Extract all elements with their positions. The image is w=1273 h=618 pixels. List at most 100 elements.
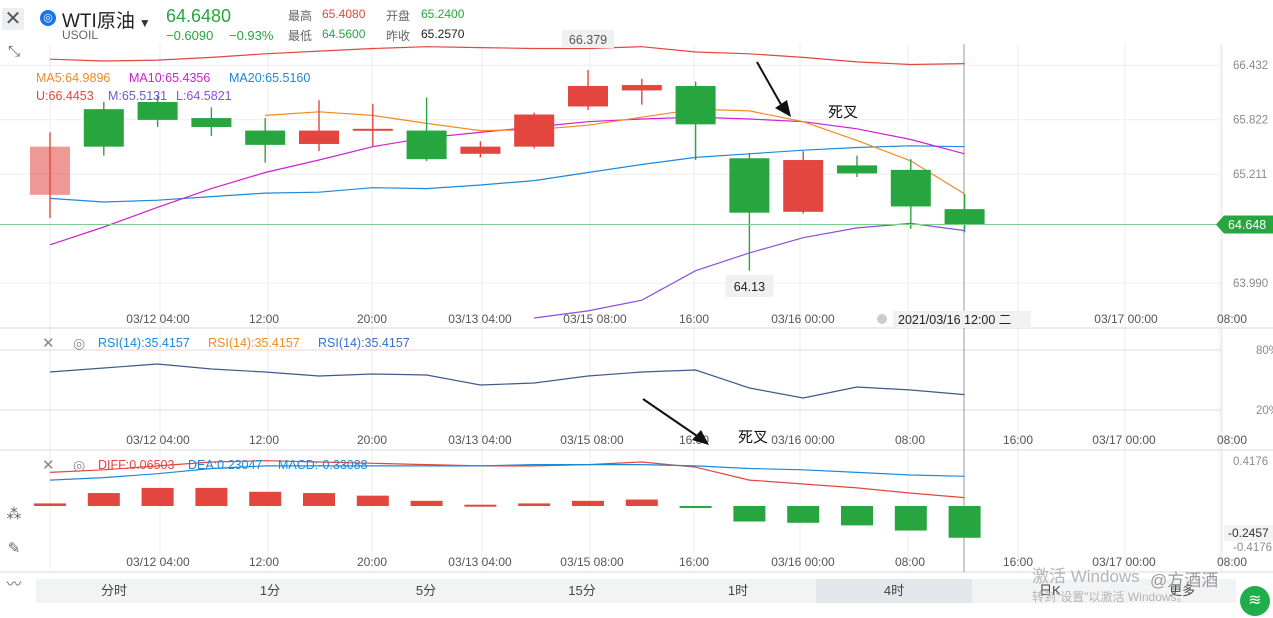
instrument-name-text: WTI原油 — [62, 11, 135, 32]
legend-rsi-1: RSI(14):35.4157 — [208, 336, 300, 350]
macd-bar-10 — [572, 500, 604, 506]
activate-windows-watermark: 激活 Windows — [1032, 567, 1140, 586]
ma10-line — [49, 116, 965, 246]
rsi-settings-icon: ◎ — [73, 335, 85, 351]
x-tick-label-rsi-4: 03/15 08:00 — [560, 433, 624, 447]
x-tick-label-macd-2: 20:00 — [357, 555, 387, 569]
macd-bar-15 — [841, 506, 873, 526]
macd-y-tick-current: -0.2457 — [1228, 526, 1269, 540]
macd-y-tick-top: 0.4176 — [1233, 456, 1268, 468]
rsi-y-tick-20: 20% — [1256, 405, 1273, 417]
legend-boll-lower: L:64.5821 — [176, 89, 232, 103]
panel-borders — [0, 44, 1273, 573]
candle-body-13 — [729, 158, 770, 213]
tab-15min[interactable]: 15分 — [568, 583, 596, 598]
x-tick-label-rsi-0: 03/12 04:00 — [126, 433, 190, 447]
candle-body-5 — [299, 130, 339, 144]
tab-more[interactable]: 更多 — [1168, 583, 1195, 598]
crosshair-date-label: 2021/03/16 12:00 二 — [898, 313, 1011, 327]
legend-boll-upper: U:66.4453 — [36, 89, 94, 103]
candlestick-panel[interactable]: 64.648 — [0, 46, 1273, 319]
legend-macd-2: MACD:-0.33088 — [278, 458, 368, 472]
chart-type-icon[interactable]: 〰 — [6, 576, 22, 593]
x-tick-label-rsi-8: 16:00 — [1003, 433, 1033, 447]
stat-value-low: 64.5600 — [322, 27, 366, 41]
stat-label-prevclose: 昨收 — [386, 29, 411, 43]
y-tick-label-0: 66.432 — [1233, 60, 1268, 72]
macd-bar-8 — [464, 504, 497, 507]
x-tick-label-main-0: 03/12 04:00 — [126, 312, 190, 326]
macd-current-bg — [1224, 525, 1273, 541]
macd-bar-7 — [410, 500, 443, 506]
last-price: 64.6480 — [166, 6, 232, 26]
legend-macd-0: DIFF:0.06503 — [98, 458, 174, 472]
macd-bar-14 — [787, 506, 820, 523]
wifi-icon[interactable]: ≋ — [1240, 586, 1270, 616]
macd-y-tick-bottom: -0.4176 — [1233, 542, 1272, 554]
x-tick-label-main-1: 12:00 — [249, 312, 279, 326]
macd-panel[interactable] — [34, 460, 981, 538]
tab-1hour[interactable]: 1时 — [727, 583, 749, 598]
x-tick-label-macd-3: 03/13 04:00 — [448, 555, 512, 569]
macd-settings-icon: ◎ — [73, 457, 85, 473]
macd-bar-5 — [303, 493, 335, 506]
activate-windows-sub: 转到"设置"以激活 Windows。 — [1032, 590, 1189, 604]
candle-body-10 — [568, 85, 608, 107]
close-icon[interactable]: ✕ — [2, 8, 24, 30]
x-tick-label-rsi-2: 20:00 — [357, 433, 387, 447]
rsi-close-icon: ✕ — [42, 335, 55, 352]
rsi-panel[interactable] — [49, 363, 965, 399]
rsi-y-tick-80: 80% — [1256, 345, 1273, 357]
shrink-icon[interactable]: ⤡ — [7, 43, 20, 60]
candle-body-12 — [675, 85, 716, 125]
low-marker-label: 64.13 — [734, 280, 765, 294]
death-cross-arrow-rsi — [642, 398, 701, 439]
author-watermark: @方酒酒 — [1150, 571, 1219, 590]
candle-body-0 — [30, 146, 70, 195]
candle-body-3 — [191, 118, 232, 128]
instrument-name[interactable]: WTI原油 ▼ — [62, 6, 151, 33]
candle-body-4 — [245, 130, 286, 145]
death-cross-arrow-main-head — [775, 100, 791, 117]
candle-body-16 — [890, 169, 931, 207]
x-tick-label-rsi-9: 03/17 00:00 — [1092, 433, 1156, 447]
x-tick-label-macd-7: 08:00 — [895, 555, 925, 569]
x-tick-label-rsi-1: 12:00 — [249, 433, 279, 447]
x-tick-label-macd-8: 16:00 — [1003, 555, 1033, 569]
caret-down-icon[interactable]: ▼ — [138, 16, 151, 30]
candle-body-8 — [460, 146, 501, 154]
candle-body-11 — [621, 85, 662, 91]
x-tick-label-macd-0: 03/12 04:00 — [126, 555, 190, 569]
candle-body-17 — [944, 209, 985, 225]
y-tick-label-3: 63.990 — [1233, 278, 1268, 290]
current-price-label: 64.648 — [1228, 218, 1266, 232]
tab-fenshi[interactable]: 分时 — [100, 583, 127, 598]
draw-icon[interactable]: ✎ — [7, 540, 21, 557]
grid-lines — [0, 44, 1222, 570]
indicator-icon[interactable]: ⁂ — [6, 506, 22, 523]
macd-close-icon: ✕ — [42, 457, 55, 474]
legend-rsi-2: RSI(14):35.4157 — [318, 336, 410, 350]
macd-bar-4 — [249, 491, 282, 506]
tab-4hour[interactable]: 4时 — [816, 579, 972, 603]
tab-1min[interactable]: 1分 — [259, 583, 281, 598]
boll-upper-line — [49, 46, 965, 66]
legend-ma20: MA20:65.5160 — [229, 71, 310, 85]
macd-bar-0 — [34, 503, 66, 506]
macd-bar-11 — [625, 499, 658, 506]
candle-body-1 — [83, 109, 124, 147]
rsi-line-0 — [49, 363, 965, 399]
x-tick-label-macd-5: 16:00 — [679, 555, 709, 569]
stat-value-open: 65.2400 — [421, 7, 465, 21]
x-tick-label-macd-6: 03/16 00:00 — [771, 555, 835, 569]
x-tick-label-main-6: 03/16 00:00 — [771, 312, 835, 326]
ma20-line — [49, 145, 965, 203]
death-cross-label-main: 死叉 — [828, 104, 858, 121]
macd-bar-6 — [356, 495, 389, 506]
macd-line-dea — [49, 464, 965, 481]
crosshair-date-bg — [893, 311, 1031, 328]
tab-daily[interactable]: 日K — [1039, 583, 1061, 598]
tab-5min[interactable]: 5分 — [415, 583, 437, 598]
